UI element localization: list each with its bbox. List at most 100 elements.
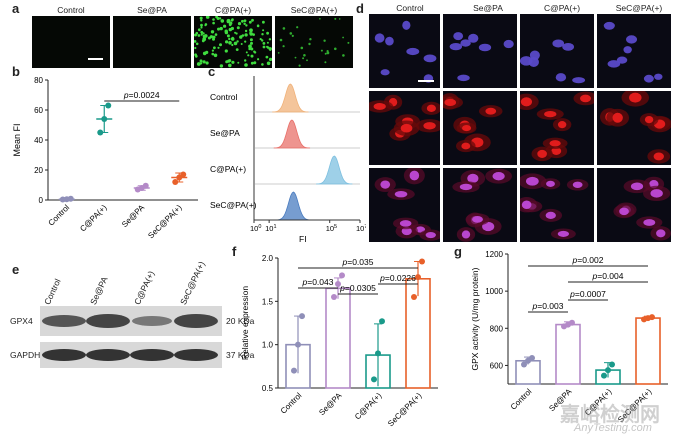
- blot-col-cpa: C@PA(+): [132, 269, 157, 307]
- panel-a-label-secpa: SeC@PA(+): [290, 5, 338, 15]
- blot-size-gpx4: 20 KDa: [226, 316, 255, 326]
- p-value: p=0.0024: [123, 90, 160, 100]
- fluorescent-cell: [236, 26, 240, 30]
- nucleus: [453, 32, 464, 41]
- fluorescent-cell: [199, 59, 203, 63]
- nucleus-stain: [373, 103, 386, 110]
- fluorescent-cell: [234, 31, 237, 34]
- fluorescent-cell: [289, 32, 293, 35]
- fluorescent-cell: [205, 15, 210, 19]
- fluorescent-cell: [253, 50, 256, 53]
- nucleus-stain: [653, 152, 664, 161]
- fluorescent-cell: [212, 35, 216, 39]
- nucleus-stain: [485, 107, 497, 115]
- fluorescent-cell: [334, 17, 337, 20]
- series-label: C@PA(+): [210, 164, 246, 174]
- fluorescent-cell: [230, 18, 234, 22]
- confocal-grid: [369, 14, 677, 242]
- fluorescent-cell: [251, 18, 254, 22]
- fluorescent-cell: [200, 30, 204, 34]
- fluorescent-cell: [202, 51, 207, 56]
- fluorescent-cell: [262, 29, 265, 32]
- nucleus: [478, 43, 492, 52]
- nucleus-stain: [557, 121, 567, 129]
- chart-f: 0.5 1.0 1.5 2.0 Relative expression Control Se…: [240, 254, 438, 428]
- nucleus-merge: [380, 180, 391, 189]
- fluorescent-cell: [217, 46, 220, 49]
- fluorescent-cell: [282, 45, 285, 48]
- confocal-nuclei-3: [597, 14, 671, 88]
- series-label: SeC@PA(+): [210, 200, 257, 210]
- p-value: p=0.0226: [379, 273, 416, 283]
- y-axis-label: Relative expression: [240, 286, 250, 360]
- nucleus: [555, 73, 567, 82]
- nucleus: [468, 33, 479, 43]
- bar: [555, 323, 581, 385]
- blot-row-gapdh: GAPDH: [10, 350, 41, 360]
- fluorescent-cell: [261, 39, 264, 42]
- nucleus-stain: [520, 97, 533, 107]
- fluorescent-cell: [235, 48, 239, 51]
- fluorescent-cell: [253, 61, 257, 65]
- fluorescent-cell: [199, 62, 203, 65]
- x-tick-label: Se@PA: [120, 203, 147, 230]
- fluorescent-cell: [326, 51, 330, 55]
- fluorescent-cell: [213, 53, 218, 58]
- fluorescent-cell: [228, 37, 231, 41]
- blot-gpx4: [40, 306, 222, 336]
- fluorescent-cell: [233, 41, 238, 46]
- nucleus-merge: [394, 190, 408, 198]
- fluorescent-cell: [249, 28, 253, 33]
- fluorescent-cell: [252, 33, 255, 36]
- fluorescent-cell: [296, 26, 299, 29]
- confocal-lyso-0: [369, 91, 440, 165]
- fluorescent-cell: [237, 61, 240, 64]
- data-point: [609, 361, 615, 368]
- nucleus-merge: [425, 231, 436, 239]
- panel-d-label-secpa: SeC@PA(+): [615, 3, 663, 13]
- fluorescent-cell: [347, 41, 350, 44]
- fluorescent-cell: [324, 61, 327, 64]
- nucleus: [562, 42, 575, 51]
- fluorescent-cell: [324, 52, 327, 55]
- fluorescent-cell: [245, 51, 248, 54]
- fluorescent-cell: [282, 27, 286, 30]
- x-tick-label: Control: [47, 203, 72, 228]
- fluorescent-cell: [241, 19, 244, 23]
- fluorescent-cell: [193, 40, 197, 43]
- blot-column-labels: Control Se@PA C@PA(+) SeC@PA(+): [40, 260, 220, 310]
- data-point: [180, 171, 187, 178]
- nucleus-stain: [612, 112, 623, 123]
- confocal-merge-0: [369, 168, 440, 242]
- nucleus-merge: [467, 173, 479, 184]
- y-tick-label: 600: [490, 361, 504, 370]
- nucleus: [603, 21, 615, 30]
- fluorescent-cell: [231, 43, 234, 47]
- histogram-3: [275, 191, 312, 221]
- y-axis-label: GPX activity (U/mg protein): [470, 267, 480, 370]
- panel-label-d: d: [356, 1, 364, 16]
- nucleus-stain: [629, 92, 642, 103]
- data-point: [105, 102, 112, 109]
- fluorescent-cell: [277, 52, 280, 54]
- nucleus-merge: [459, 183, 473, 191]
- nucleus-stain: [444, 98, 457, 107]
- nucleus-merge: [525, 176, 539, 186]
- fluorescent-cell: [219, 43, 222, 47]
- fluorescent-cell: [262, 45, 266, 49]
- fluorescent-cell: [308, 42, 311, 46]
- panel-label-g: g: [454, 244, 462, 259]
- fluorescent-cell: [194, 33, 197, 37]
- fluorescent-cell: [269, 48, 272, 52]
- micrograph-control: [32, 16, 110, 68]
- confocal-merge-3: [597, 168, 671, 242]
- fluorescent-cell: [249, 38, 253, 42]
- blot-col-control: Control: [42, 277, 63, 307]
- fluorescent-cell: [225, 40, 229, 44]
- fluorescent-cell: [306, 59, 308, 62]
- nucleus: [520, 56, 533, 66]
- fluorescent-cell: [219, 64, 224, 68]
- data-point: [529, 355, 535, 361]
- data-point: [521, 361, 527, 368]
- y-axis-label: Mean FI: [12, 123, 22, 156]
